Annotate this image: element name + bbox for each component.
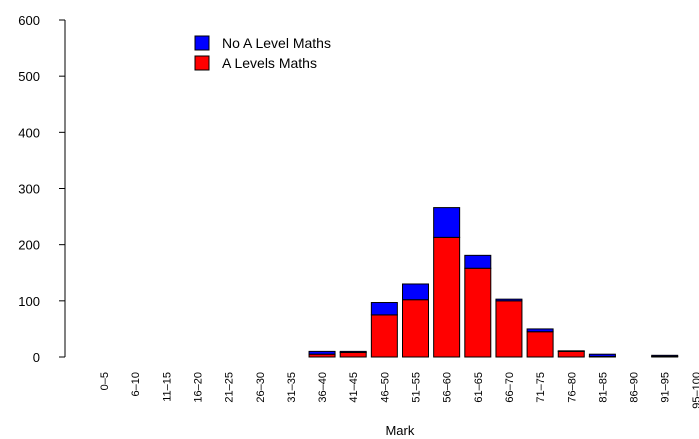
bar-no-a-level-maths — [370, 302, 398, 316]
bar-a-levels-maths — [339, 352, 367, 358]
y-tick-label: 0 — [33, 350, 40, 365]
legend-label: No A Level Maths — [222, 35, 331, 51]
bar-no-a-level-maths — [557, 350, 585, 352]
bar-a-levels-maths — [370, 314, 398, 358]
x-tick-label: 91–95 — [660, 372, 672, 403]
bar-a-levels-maths — [495, 300, 523, 358]
bar-no-a-level-maths — [402, 283, 429, 301]
bar-no-a-level-maths — [526, 328, 554, 333]
bar-a-levels-maths — [402, 299, 429, 358]
bar-no-a-level-maths — [308, 350, 336, 355]
x-tick-label: 41–45 — [348, 372, 360, 403]
x-tick-label: 6–10 — [130, 372, 142, 396]
bar-a-levels-maths — [433, 236, 461, 358]
x-tick-labels: 0–5 6–10 11–15 16–20 21–25 26–30 31–35 36–40 41–… — [99, 372, 699, 409]
x-tick-label: 76–80 — [566, 372, 578, 403]
legend-swatch — [194, 55, 210, 71]
legend: No A Level Maths A Levels Maths — [194, 35, 331, 71]
y-tick-label: 500 — [18, 69, 40, 84]
x-tick-label: 0–5 — [99, 372, 111, 390]
legend-label: A Levels Maths — [222, 55, 317, 71]
x-tick-label: 95–100 — [691, 372, 699, 409]
x-tick-label: 11–15 — [161, 372, 173, 402]
y-tick-label: 200 — [18, 238, 40, 253]
x-tick-label: 61–65 — [473, 372, 485, 403]
x-tick-label: 66–70 — [504, 372, 516, 403]
x-tick-label: 81–85 — [597, 372, 609, 403]
x-axis-title: Mark — [385, 423, 414, 438]
x-tick-label: 51–55 — [411, 372, 423, 403]
y-tick-label: 600 — [18, 13, 40, 28]
bar-no-a-level-maths — [464, 254, 492, 269]
x-tick-label: 71–75 — [535, 372, 547, 403]
bar-no-a-level-maths — [339, 350, 367, 354]
bar-no-a-level-maths — [651, 354, 679, 357]
x-tick-label: 46–50 — [379, 372, 391, 403]
bar-a-levels-maths — [557, 350, 585, 358]
bar-no-a-level-maths — [588, 353, 616, 357]
legend-swatch — [194, 35, 210, 51]
x-tick-label: 21–25 — [224, 372, 236, 403]
y-tick-label: 400 — [18, 125, 40, 140]
bar-no-a-level-maths — [495, 298, 523, 302]
x-tick-label: 86–90 — [629, 372, 641, 403]
bar-a-levels-maths — [526, 331, 554, 358]
x-tick-label: 16–20 — [192, 372, 204, 403]
y-tick-label: 300 — [18, 182, 40, 197]
bars-group — [308, 207, 679, 358]
bar-a-levels-maths — [464, 267, 492, 358]
bar-no-a-level-maths — [433, 207, 461, 238]
y-axis: 0 100 200 300 400 500 600 — [18, 13, 66, 365]
x-tick-label: 36–40 — [317, 372, 329, 403]
y-tick-label: 100 — [18, 294, 40, 309]
x-tick-label: 31–35 — [286, 372, 298, 403]
x-tick-label: 26–30 — [255, 372, 267, 403]
x-tick-label: 56–60 — [442, 372, 454, 403]
